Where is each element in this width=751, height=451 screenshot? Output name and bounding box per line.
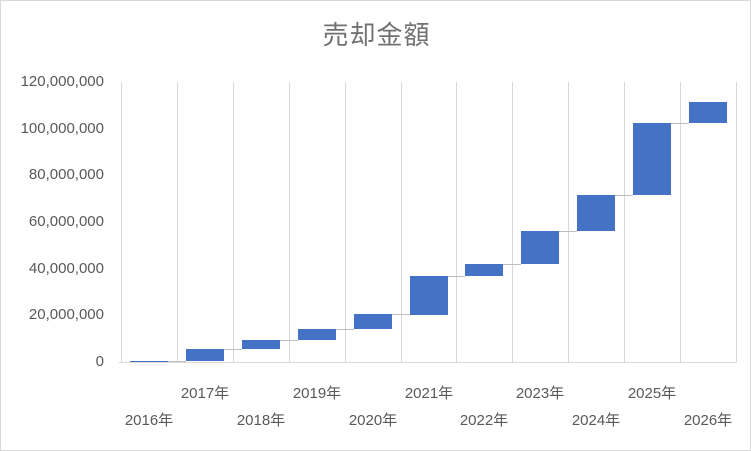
vertical-gridline <box>512 82 513 362</box>
x-axis-line <box>119 362 737 363</box>
y-axis-label: 40,000,000 <box>28 260 104 277</box>
waterfall-connector <box>671 123 689 124</box>
bar-2026年 <box>689 102 727 123</box>
vertical-gridline <box>736 82 737 362</box>
x-axis-label: 2020年 <box>348 412 398 429</box>
x-axis-label: 2022年 <box>459 412 509 429</box>
y-axis-label: 60,000,000 <box>28 213 104 230</box>
bar-2022年 <box>465 264 503 276</box>
bar-2017年 <box>186 349 224 361</box>
chart-title: 売却金額 <box>322 20 431 50</box>
waterfall-connector <box>168 361 186 362</box>
y-axis-label: 0 <box>95 353 104 370</box>
bar-2020年 <box>354 314 392 329</box>
waterfall-connector <box>503 264 521 265</box>
x-axis-label: 2024年 <box>571 412 621 429</box>
x-axis-label: 2019年 <box>292 385 342 402</box>
vertical-gridline <box>177 82 178 362</box>
y-axis-line <box>121 82 122 362</box>
waterfall-connector <box>615 195 633 196</box>
bar-2021年 <box>410 276 448 315</box>
waterfall-connector <box>559 231 577 232</box>
x-axis-label: 2017年 <box>180 385 230 402</box>
y-axis-label: 20,000,000 <box>28 306 104 323</box>
bar-2016年 <box>130 361 168 362</box>
x-axis-label: 2025年 <box>627 385 677 402</box>
vertical-gridline <box>624 82 625 362</box>
bar-2025年 <box>633 123 671 195</box>
vertical-gridline <box>456 82 457 362</box>
waterfall-connector <box>448 276 465 277</box>
x-axis-label: 2021年 <box>404 385 454 402</box>
x-axis-label: 2023年 <box>515 385 565 402</box>
vertical-gridline <box>680 82 681 362</box>
waterfall-connector <box>280 340 298 341</box>
y-axis-label: 100,000,000 <box>20 120 104 137</box>
x-axis-label: 2026年 <box>683 412 733 429</box>
bar-2019年 <box>298 329 336 340</box>
vertical-gridline <box>289 82 290 362</box>
bar-2023年 <box>521 231 559 264</box>
waterfall-connector <box>392 314 410 315</box>
waterfall-connector <box>336 329 354 330</box>
vertical-gridline <box>568 82 569 362</box>
vertical-gridline <box>345 82 346 362</box>
x-axis-label: 2018年 <box>236 412 286 429</box>
waterfall-connector <box>224 349 242 350</box>
x-axis-label: 2016年 <box>124 412 174 429</box>
bar-2018年 <box>242 340 280 349</box>
y-axis-label: 80,000,000 <box>28 166 104 183</box>
bar-2024年 <box>577 195 615 231</box>
y-axis-label: 120,000,000 <box>20 73 104 90</box>
vertical-gridline <box>233 82 234 362</box>
vertical-gridline <box>401 82 402 362</box>
